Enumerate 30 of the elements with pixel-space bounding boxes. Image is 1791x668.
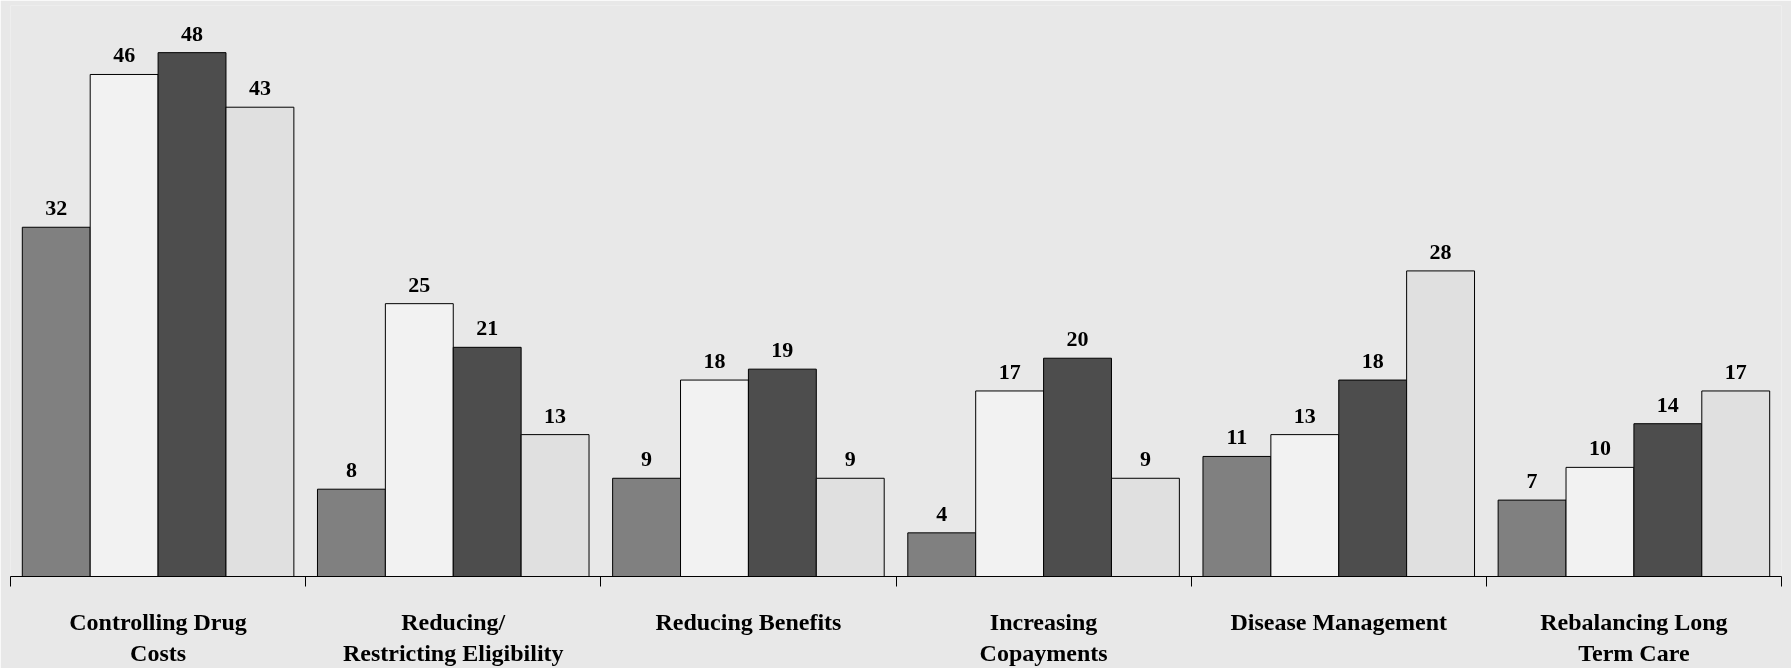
x-tick-label: Reducing Benefits — [655, 608, 842, 635]
data-label: 18 — [1361, 348, 1384, 374]
data-label: 21 — [476, 315, 499, 341]
data-label: 4 — [936, 500, 948, 526]
data-label: 7 — [1526, 468, 1538, 494]
data-label: 17 — [1724, 358, 1747, 384]
data-label: 25 — [408, 271, 431, 297]
data-label: 43 — [248, 75, 271, 101]
x-tick-label: Reducing/ Restricting Eligibility — [342, 608, 564, 666]
x-tick-label: Increasing Copayments — [979, 608, 1108, 666]
data-label: 13 — [1293, 402, 1316, 428]
data-label: 14 — [1656, 391, 1679, 417]
data-label: 46 — [113, 42, 136, 68]
data-label: 11 — [1226, 424, 1248, 450]
data-label: 19 — [771, 337, 794, 363]
data-label: 28 — [1429, 238, 1452, 264]
data-label: 32 — [45, 195, 68, 221]
data-label: 13 — [544, 402, 567, 428]
data-label: 20 — [1066, 326, 1089, 352]
x-tick-label: Controlling Drug Costs — [69, 608, 247, 666]
data-label: 9 — [641, 446, 653, 472]
x-tick-label: Rebalancing Long Term Care — [1540, 608, 1728, 666]
data-label: 9 — [1139, 446, 1151, 472]
data-label: 48 — [181, 20, 204, 46]
data-label: 17 — [998, 358, 1021, 384]
data-label: 8 — [345, 457, 357, 483]
data-label: 10 — [1588, 435, 1611, 461]
data-label: 18 — [703, 348, 726, 374]
data-label: 9 — [844, 446, 856, 472]
x-tick-label: Disease Management — [1230, 608, 1448, 635]
